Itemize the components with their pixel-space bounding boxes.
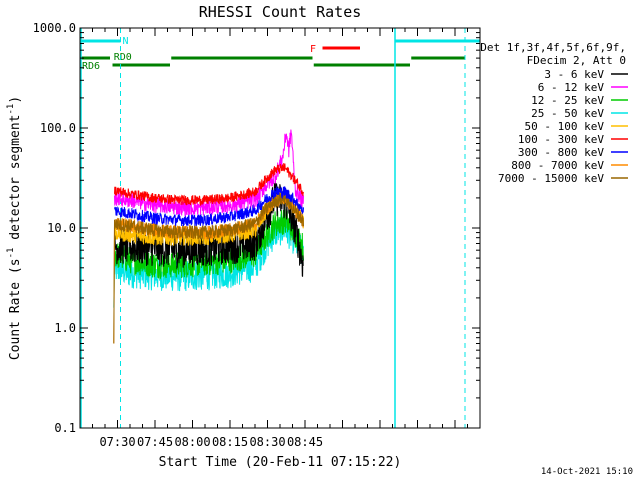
y-tick-label: 1.0 (54, 321, 76, 335)
series-line-300to800keV (114, 186, 304, 227)
y-tick-label: 1000.0 (33, 21, 76, 35)
rd0-label: RD0 (114, 52, 132, 63)
x-tick-label: 07:45 (137, 435, 173, 449)
y-tick-label: 0.1 (54, 421, 76, 435)
x-tick-label: 08:15 (212, 435, 248, 449)
f-label: F (310, 44, 316, 55)
legend-entry-label: 25 - 50 keV (531, 107, 604, 120)
series-line-100to300keV (114, 163, 304, 207)
legend-entry-label: 50 - 100 keV (525, 120, 605, 133)
y-axis: 0.1 1.0 10.0 100.0 1000.0 (33, 21, 480, 435)
series-group (113, 129, 304, 344)
legend-entry-label: 7000 - 15000 keV (498, 172, 604, 185)
legend-entry-label: 12 - 25 keV (531, 94, 604, 107)
chart-title: RHESSI Count Rates (199, 3, 362, 21)
x-tick-label: 08:45 (287, 435, 323, 449)
series-line-25to50keV (113, 213, 304, 308)
y-axis-label-sup2: -1 (6, 104, 16, 115)
y-axis-label-mid: detector segment (8, 115, 23, 248)
n-label: N (123, 36, 129, 47)
legend-entry-label: 6 - 12 keV (538, 81, 605, 94)
y-axis-label-sup: -1 (6, 248, 16, 259)
legend-entry-label: 300 - 800 keV (518, 146, 604, 159)
legend: Det 1f,3f,4f,5f,6f,9f,FDecim 2, Att 03 -… (480, 41, 628, 185)
x-tick-label: 08:00 (174, 435, 210, 449)
y-axis-label: Count Rate (s-1 detector segment-1) (6, 96, 23, 360)
legend-header-line1: Det 1f,3f,4f,5f,6f,9f, (480, 41, 626, 54)
legend-header-line2: FDecim 2, Att 0 (527, 54, 626, 67)
series-line-7000to15000keV (113, 191, 304, 344)
y-axis-label-end: ) (8, 96, 23, 104)
y-axis-label-start: Count Rate (s (8, 258, 23, 360)
x-axis: 07:30 07:45 08:00 08:15 08:30 08:45 (92, 28, 468, 449)
legend-entry-label: 100 - 300 keV (518, 133, 604, 146)
legend-entry-label: 800 - 7000 keV (511, 159, 604, 172)
x-tick-label: 08:30 (249, 435, 285, 449)
series-line-12to25keV (114, 207, 304, 280)
y-tick-label: 10.0 (47, 221, 76, 235)
rd6-label: RD6 (82, 61, 100, 72)
legend-entry-label: 3 - 6 keV (544, 68, 604, 81)
y-tick-label: 100.0 (40, 121, 76, 135)
x-tick-label: 07:30 (99, 435, 135, 449)
footer-timestamp: 14-Oct-2021 15:10 (541, 467, 633, 477)
x-axis-label: Start Time (20-Feb-11 07:15:22) (159, 455, 402, 470)
